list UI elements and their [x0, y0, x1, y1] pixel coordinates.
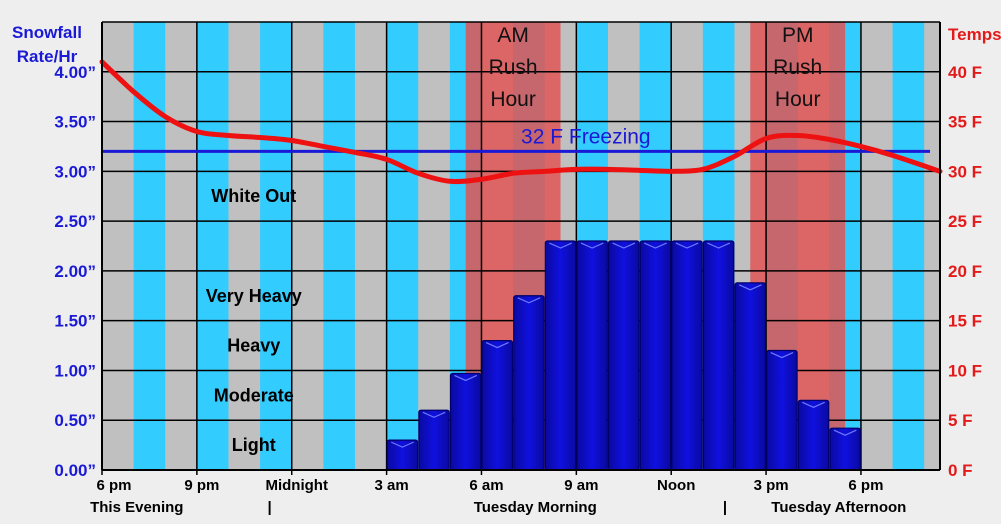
snowfall-bar — [766, 349, 798, 471]
temperature-line — [99, 59, 943, 185]
right-tick-label: 25 F — [948, 212, 982, 231]
bar-bevel — [802, 401, 825, 408]
bar-bevel — [517, 297, 541, 304]
rush-hour-label: Hour — [775, 88, 821, 111]
snowfall-bar — [544, 240, 577, 471]
hour-stripe — [133, 22, 166, 470]
temperature-curve — [99, 59, 943, 185]
bar-bevel — [833, 429, 857, 436]
x-tick-label: 3 pm — [754, 477, 789, 494]
right-tick-label: 30 F — [948, 162, 982, 181]
hour-stripe — [386, 22, 419, 470]
x-tick-label: 6 pm — [96, 477, 131, 494]
bar-bevel — [549, 242, 572, 249]
axes: Snowfall Rate/Hr 0.00” 0.50” 1.00” 1.50” 2.00”… — [12, 22, 1001, 480]
snowfall-bar — [639, 240, 672, 471]
snowfall-bars — [386, 240, 861, 471]
right-tick-label: 40 F — [948, 63, 982, 82]
rush-hour-label: Rush — [773, 56, 822, 79]
intensity-label: Moderate — [214, 385, 294, 405]
rush-hour-label: Rush — [489, 56, 538, 79]
x-tick-label: 6 am — [469, 477, 503, 494]
period-label: Tuesday Afternoon — [771, 499, 906, 516]
left-axis-title: Snowfall — [12, 23, 82, 42]
snowfall-bar — [386, 439, 419, 471]
bar-bevel — [612, 242, 636, 249]
bar-bevel — [643, 242, 667, 249]
right-axis-title: Temps — [948, 25, 1001, 44]
left-tick-label: 0.50” — [54, 411, 96, 430]
bar-bevel — [454, 374, 478, 382]
x-tick-label: Midnight — [265, 477, 327, 494]
x-tick-label: 6 pm — [848, 477, 883, 494]
left-axis-title: Rate/Hr — [17, 47, 78, 66]
left-tick-label: 0.00” — [54, 461, 96, 480]
left-tick-label: 4.00” — [54, 63, 96, 82]
bar-bevel — [675, 242, 699, 249]
intensity-labels: Light Moderate Heavy Very Heavy White Out — [206, 186, 302, 455]
period-label: | — [267, 499, 271, 516]
right-tick-label: 0 F — [948, 461, 973, 480]
snowfall-bar — [449, 372, 482, 471]
left-tick-label: 3.00” — [54, 162, 96, 181]
snowfall-bar — [829, 427, 861, 471]
snowfall-bar — [481, 339, 514, 471]
bar-bevel — [707, 242, 731, 249]
snowfall-bar — [671, 240, 703, 471]
period-label: | — [723, 499, 727, 516]
intensity-label: White Out — [211, 186, 296, 206]
freezing-line: 32 F Freezing — [102, 125, 930, 153]
bar-bevel — [770, 351, 794, 359]
left-tick-label: 2.50” — [54, 212, 96, 231]
x-tick-label: Noon — [657, 477, 695, 494]
intensity-label: Very Heavy — [206, 286, 302, 306]
hour-stripe — [892, 22, 925, 470]
intensity-label: Light — [232, 435, 276, 455]
snowfall-bar — [513, 295, 545, 471]
rush-hour-label: Hour — [490, 88, 536, 111]
right-tick-label: 35 F — [948, 113, 982, 132]
period-label: This Evening — [90, 499, 183, 516]
x-tick-label: 9 am — [564, 477, 598, 494]
left-tick-label: 3.50” — [54, 113, 96, 132]
period-label: Tuesday Morning — [474, 499, 597, 516]
hour-stripe — [260, 22, 292, 470]
x-tick-label: 3 am — [375, 477, 409, 494]
intensity-label: Heavy — [227, 336, 280, 356]
x-tick-label: 9 pm — [184, 477, 219, 494]
right-tick-label: 5 F — [948, 411, 973, 430]
hour-stripe — [323, 22, 355, 470]
snowfall-bar — [734, 282, 767, 471]
left-tick-label: 1.50” — [54, 312, 96, 331]
hour-stripe — [196, 22, 229, 470]
bar-bevel — [390, 441, 414, 448]
x-axis-labels: 6 pm 9 pm Midnight 3 am 6 am 9 am Noon 3 pm 6 pm… — [90, 470, 906, 516]
left-tick-label: 1.00” — [54, 361, 96, 380]
right-tick-label: 10 F — [948, 361, 982, 380]
bar-bevel — [485, 342, 509, 349]
snowfall-bar — [418, 409, 450, 471]
snowfall-bar — [576, 240, 608, 471]
snowfall-bar — [797, 399, 830, 471]
rush-hour-label: AM — [497, 24, 529, 47]
bar-bevel — [738, 284, 762, 291]
rush-hour-labels: AM Rush Hour PM Rush Hour — [489, 24, 823, 111]
right-tick-label: 15 F — [948, 312, 982, 331]
freezing-line-label: 32 F Freezing — [521, 125, 651, 148]
left-tick-label: 2.00” — [54, 262, 96, 281]
bar-bevel — [580, 242, 604, 249]
right-tick-label: 20 F — [948, 262, 982, 281]
snowfall-bar — [607, 240, 640, 471]
bar-bevel — [422, 411, 446, 418]
rush-hour-label: PM — [782, 24, 814, 47]
snowfall-bar — [702, 240, 735, 471]
